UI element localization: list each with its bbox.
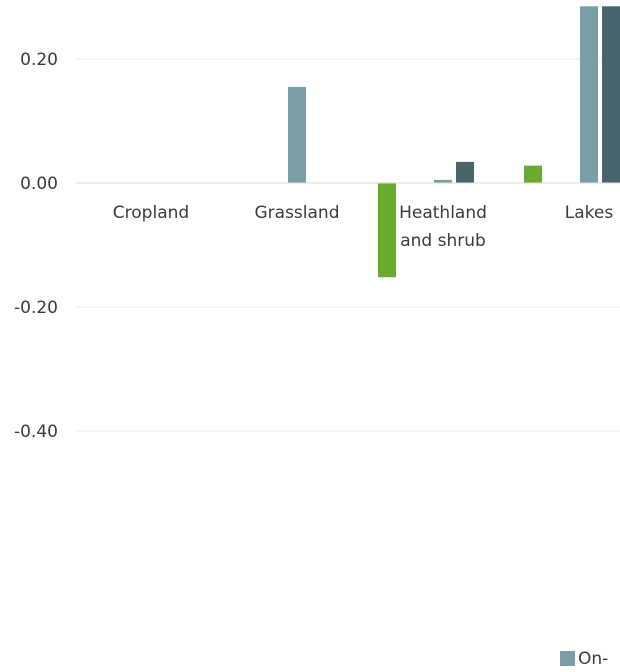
bar <box>580 6 598 183</box>
category-label: Cropland <box>113 203 189 223</box>
category-label: and shrub <box>400 231 486 251</box>
gridlines <box>76 58 620 432</box>
y-tick-label: 0.00 <box>20 174 58 194</box>
legend: On- <box>560 649 608 669</box>
bar <box>288 86 306 183</box>
bar <box>434 179 452 183</box>
bar <box>456 161 474 183</box>
category-label: Heathland <box>399 203 487 223</box>
bar <box>378 183 396 278</box>
bar <box>524 165 542 183</box>
bars <box>288 6 620 278</box>
y-tick-label: -0.40 <box>14 422 58 442</box>
y-tick-label: -0.20 <box>14 298 58 318</box>
category-label: Lakes <box>565 203 614 223</box>
category-label: Grassland <box>255 203 340 223</box>
legend-swatch <box>560 651 575 666</box>
legend-label: On- <box>578 649 608 669</box>
x-axis-category-labels: Cropland Grassland Heathland and shrub Lakes <box>113 203 614 251</box>
y-tick-label: 0.20 <box>20 50 58 70</box>
bar <box>602 6 620 183</box>
y-axis-tick-labels: 0.20 0.00 -0.20 -0.40 <box>14 50 58 442</box>
